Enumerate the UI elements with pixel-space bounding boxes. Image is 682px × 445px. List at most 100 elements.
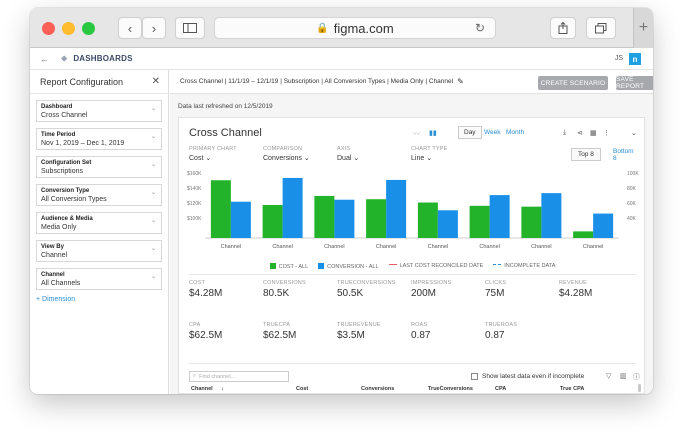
chevron-down-icon: ⌄: [150, 162, 156, 168]
conversion-bar: [334, 199, 355, 238]
axis-control[interactable]: AXIS Dual ⌄: [337, 146, 359, 162]
metric-tile: CONVERSIONS 80.5K: [263, 280, 306, 299]
create-scenario-button[interactable]: CREATE SCENARIO: [538, 76, 608, 90]
metric-tile: TRUECPA $62.5M: [263, 322, 296, 341]
column-header[interactable]: Cost: [296, 386, 309, 392]
line-chart-icon[interactable]: 〰: [413, 131, 420, 138]
user-initials[interactable]: JS: [614, 55, 623, 62]
search-placeholder: Find channel...: [199, 373, 236, 380]
column-header[interactable]: CPA: [495, 386, 507, 392]
checkbox[interactable]: [471, 373, 478, 380]
metric-value: 50.5K: [337, 288, 364, 299]
app-header: ← ⬥ DASHBOARDS JS n: [30, 48, 653, 70]
column-header[interactable]: Channel: [191, 386, 213, 392]
x-tick-label: Channel: [479, 244, 500, 250]
new-tab-button[interactable]: +: [633, 8, 653, 48]
minimize-window-button[interactable]: [62, 22, 75, 35]
close-window-button[interactable]: [42, 22, 55, 35]
metric-tile: ROAS 0.87: [411, 322, 430, 341]
close-icon[interactable]: ✕: [151, 76, 160, 87]
sidebar-toggle-button[interactable]: [175, 17, 205, 39]
add-dimension-link[interactable]: + Dimension: [36, 296, 76, 303]
sort-arrow-icon[interactable]: ↓: [221, 386, 224, 392]
config-field[interactable]: Dashboard Cross Channel ⌄: [36, 100, 162, 122]
more-vertical-icon[interactable]: ⋮: [603, 130, 610, 137]
chart-type-control[interactable]: CHART TYPE Line ⌄: [411, 146, 448, 162]
metric-tile: COST $4.28M: [189, 280, 222, 299]
zoom-window-button[interactable]: [82, 22, 95, 35]
bar-chart-icon[interactable]: ▮▮: [429, 130, 437, 137]
column-header[interactable]: Conversions: [361, 386, 395, 392]
main-panel: Cross Channel | 11/1/19 – 12/1/19 | Subs…: [170, 70, 653, 394]
column-header[interactable]: True CPA: [560, 386, 585, 392]
green-swatch-icon: [269, 263, 276, 269]
tabs-overview-button[interactable]: [586, 17, 616, 39]
card-title: Cross Channel: [189, 127, 262, 139]
config-field[interactable]: Time Period Nov 1, 2019 – Dec 1, 2019 ⌄: [36, 128, 162, 150]
help-icon[interactable]: ⓘ: [633, 374, 640, 381]
save-report-button[interactable]: SAVE REPORT: [616, 76, 653, 90]
metric-value: $4.28M: [189, 288, 223, 299]
conversion-bar: [282, 177, 303, 238]
reload-icon[interactable]: ↻: [474, 21, 485, 35]
field-value: Cross Channel: [41, 112, 88, 119]
metric-label: COST: [189, 280, 206, 286]
x-tick-label: Channel: [324, 244, 345, 250]
forward-button[interactable]: ›: [142, 17, 166, 39]
chevron-left-icon: ‹: [127, 20, 133, 36]
brand-logo: n: [629, 53, 641, 65]
control-label: CHART TYPE: [411, 146, 448, 152]
config-field[interactable]: Channel All Channels ⌄: [36, 268, 162, 290]
chevron-down-icon: ⌄: [150, 274, 156, 280]
control-value: Dual: [337, 155, 352, 162]
top-8-button[interactable]: Top 8: [571, 148, 601, 161]
sidebar-icon: [183, 23, 197, 33]
back-button[interactable]: ‹: [118, 17, 142, 39]
conversion-bar: [437, 210, 458, 238]
cross-channel-card: Cross Channel 〰 ▮▮ Day Week Month ⤓ ⋖ ▦ …: [178, 117, 645, 394]
calendar-icon[interactable]: ▦: [590, 130, 597, 137]
primary-chart-control[interactable]: PRIMARY CHART Cost ⌄: [189, 146, 237, 162]
y-right-tick-label: 40K: [627, 216, 637, 222]
field-label: Conversion Type: [41, 188, 90, 194]
metric-value: 0.87: [485, 330, 505, 341]
y-left-tick-label: $140K: [187, 186, 202, 192]
tab-week[interactable]: Week: [484, 129, 501, 136]
lock-icon: 🔒: [316, 22, 329, 34]
tab-day[interactable]: Day: [458, 126, 482, 139]
address-bar[interactable]: 🔒 figma.com ↻: [214, 17, 496, 39]
column-header[interactable]: TrueConversions: [428, 386, 473, 392]
back-arrow-icon[interactable]: ←: [40, 53, 49, 64]
chart-legend: COST - ALL CONVERSION - ALL LAST COST RE…: [179, 263, 646, 270]
edit-pencil-icon[interactable]: ✎: [457, 77, 464, 86]
metric-value: $62.5M: [189, 330, 223, 341]
cost-bar: [521, 206, 542, 238]
control-label: AXIS: [337, 146, 351, 152]
filter-summary: Cross Channel | 11/1/19 – 12/1/19 | Subs…: [180, 78, 454, 85]
chevron-down-icon: ⌄: [150, 190, 156, 196]
blue-swatch-icon: [318, 263, 325, 269]
table-scrollbar[interactable]: [638, 384, 641, 392]
config-field[interactable]: Conversion Type All Conversion Types ⌄: [36, 184, 162, 206]
metric-tile: CLICKS 75M: [485, 280, 506, 299]
cost-bar: [314, 195, 335, 238]
collapse-chevron-icon[interactable]: ⌄: [631, 130, 637, 137]
cost-bar: [573, 231, 594, 238]
download-icon[interactable]: ⤓: [563, 129, 567, 136]
share-button[interactable]: [550, 17, 576, 39]
filter-icon[interactable]: ▽: [606, 373, 612, 380]
legend-conversion: CONVERSION - ALL: [318, 263, 379, 270]
config-field[interactable]: Configuration Set Subscriptions ⌄: [36, 156, 162, 178]
chevron-right-icon: ›: [151, 20, 157, 36]
show-latest-toggle[interactable]: Show latest data even if incomplete: [471, 373, 584, 380]
tab-month[interactable]: Month: [506, 129, 525, 136]
share-nodes-icon[interactable]: ⋖: [577, 130, 583, 137]
comparison-control[interactable]: COMPARISON Conversions ⌄: [263, 146, 310, 162]
config-field[interactable]: View By Channel ⌄: [36, 240, 162, 262]
metric-label: REVENUE: [559, 280, 587, 286]
config-field[interactable]: Audience & Media Media Only ⌄: [36, 212, 162, 234]
metric-label: CPA: [189, 322, 201, 328]
channel-search-input[interactable]: ⌕ Find channel...: [189, 371, 289, 382]
bottom-8-button[interactable]: Bottom 8: [613, 147, 634, 162]
columns-icon[interactable]: ▥: [620, 373, 627, 380]
